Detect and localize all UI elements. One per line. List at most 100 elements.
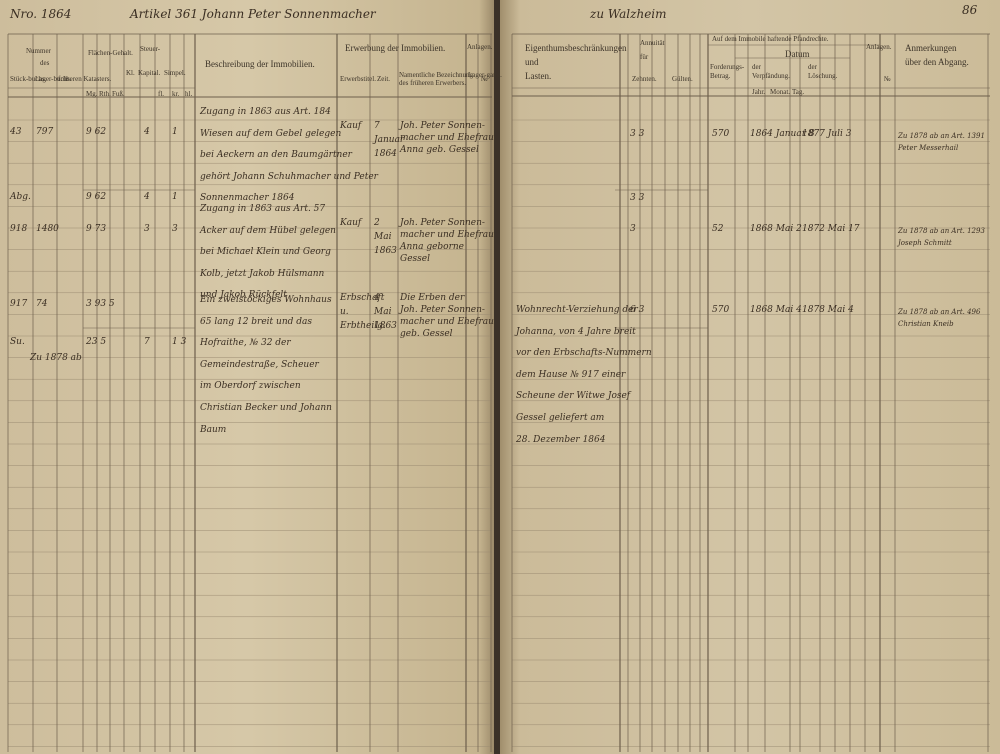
ledger-text: 917 (10, 299, 28, 309)
column-header: Stück-buchs. (10, 75, 47, 83)
ledger-text: 6 3 (630, 305, 645, 315)
column-header: der (808, 63, 817, 71)
ledger-text: 1863 (374, 321, 397, 331)
column-header: Steuer- (140, 45, 161, 53)
column-header: Erwerbstitel. (340, 75, 376, 83)
ledger-text: Erbschaft (340, 293, 385, 303)
column-header: Erwerbung der Immobilien. (345, 43, 446, 53)
ledger-text: 3 93 5 (86, 299, 115, 309)
ledger-text: 4 (374, 293, 380, 303)
ledger-text: 1863 (374, 246, 397, 256)
ledger-text: Zugang in 1863 aus Art. 184 (200, 107, 331, 117)
page-number: 86 (962, 3, 978, 17)
ledger-text: Zu 1878 ab an Art. 496 Christian Kneib (898, 308, 981, 328)
column-header: Anlagen. (866, 43, 892, 51)
ledger-text: Johanna, von 4 Jahre breit (516, 326, 636, 337)
column-header: Forderungs- (710, 63, 745, 71)
ledger-text: 1868 Mai 4 (750, 305, 802, 315)
ledger-text: bei Michael Klein und Georg (200, 247, 331, 258)
column-header: Eigenthumsbeschränkungen (525, 43, 627, 53)
column-header: Lasten. (525, 71, 552, 81)
left-page (0, 0, 494, 754)
column-header: des früheren Erwerbers. (399, 79, 467, 87)
ledger-text: 1872 Mai 17 (802, 224, 860, 234)
ledger-text: Sonnenmacher 1864 (200, 193, 295, 204)
ledger-text: 7 (374, 121, 380, 131)
ledger-text: Zu 1878 ab an Art. 1391 Peter Messerhail (898, 132, 985, 152)
column-header: Tag. (792, 88, 805, 96)
column-header: hl. (185, 90, 193, 98)
column-header: Zeit. (377, 75, 391, 83)
column-header: über den Abgang. (905, 57, 969, 67)
handwritten-note: Artikel 361 Johann Peter Sonnenmacher (130, 7, 376, 21)
column-header: Anmerkungen (905, 43, 957, 53)
ledger-text: 1864 (374, 149, 397, 159)
column-header: der (752, 63, 761, 71)
ledger-text: 74 (36, 299, 48, 309)
ledger-text: im Oberdorf zwischen (200, 381, 301, 392)
column-header: Löschung. (808, 72, 838, 80)
column-header: Kl. (126, 69, 135, 77)
ledger-text: Gessel geliefert am (516, 413, 605, 423)
ledger-text: 1 3 (172, 337, 187, 347)
ledger-text: macher und Ehefrau (400, 317, 494, 327)
handwritten-note: zu Walzheim (590, 7, 667, 21)
ledger-text: u. (340, 307, 349, 317)
column-header: Flächen-Gehalt. (88, 49, 133, 57)
ledger-text: Zugang in 1863 aus Art. 57 (200, 204, 326, 214)
ledger-text: dem Hause № 917 einer (516, 369, 626, 380)
ledger-text: 918 (10, 224, 28, 234)
column-header: Mg. (86, 90, 98, 98)
ledger-text: 797 (36, 127, 54, 137)
column-header: Gülten. (672, 75, 693, 83)
ledger-text: 28. Dezember 1864 (516, 434, 606, 445)
ledger-text: Kauf (340, 218, 362, 228)
ledger-text: 7 (144, 337, 150, 347)
ledger-text: Abg. (10, 192, 31, 202)
column-header: Anlagen. (467, 43, 493, 51)
ledger-text: geb. Gessel (400, 329, 453, 339)
ledger-text: Hofraithe, № 32 der (200, 338, 291, 349)
ledger-text: 4 (144, 192, 150, 202)
ledger-text: Mai (374, 232, 392, 242)
ledger-text: 1868 Mai 2 (750, 224, 802, 234)
ledger-text: macher und Ehefrau (400, 230, 494, 240)
ledger-text: gehört Johann Schuhmacher und Peter (200, 171, 378, 182)
column-header: früheren Katasters. (58, 75, 112, 83)
ledger-text: 52 (712, 224, 724, 234)
column-header: Fuß. (112, 90, 125, 98)
ledger-text: Anna geborne (400, 242, 465, 252)
handwritten-note: Nro. 1864 (10, 7, 72, 21)
ledger-text: Ein zweistöckiges Wohnhaus (200, 295, 332, 305)
ledger-text: Christian Becker und Johann (200, 403, 332, 413)
column-header: Lager-buchs. (35, 75, 72, 83)
ledger-text: 1878 Mai 4 (802, 305, 854, 315)
ledger-text: Erbtheilg. (340, 321, 386, 331)
column-header: Lager-gang. (468, 71, 502, 79)
column-header: Annuität (640, 39, 665, 47)
ledger-text: Gessel (400, 254, 430, 264)
ledger-text: vor den Erbschafts-Nummern (516, 348, 652, 359)
ledger-text: macher und Ehefrau (400, 133, 494, 143)
column-header: Zehnten. (632, 75, 657, 83)
column-header: fl. (158, 90, 165, 98)
ledger-text: Wohnrecht-Verziehung der (516, 305, 638, 315)
column-header: Monat. (770, 88, 791, 96)
column-header: Rth. (99, 90, 111, 98)
column-header: und (525, 57, 539, 67)
ledger-text: 3 (144, 224, 150, 234)
ledger-text: 1480 (36, 224, 59, 234)
ledger-text: 1864 Januar 8 (750, 129, 815, 139)
ledger-text: Kolb, jetzt Jakob Hülsmann (200, 268, 325, 279)
column-header: kr. (172, 90, 180, 98)
ledger-text: Die Erben der (400, 293, 465, 303)
ledger-text: 2 (374, 218, 380, 228)
ledger-text: Joh. Peter Sonnen- (400, 121, 485, 131)
ledger-text: 1877 Juli 3 (802, 129, 852, 139)
ledger-text: Kauf (340, 121, 362, 131)
ledger-text: 3 (172, 224, 178, 234)
column-header: Jahr. (752, 88, 766, 96)
ledger-text: 23 5 (86, 337, 107, 347)
